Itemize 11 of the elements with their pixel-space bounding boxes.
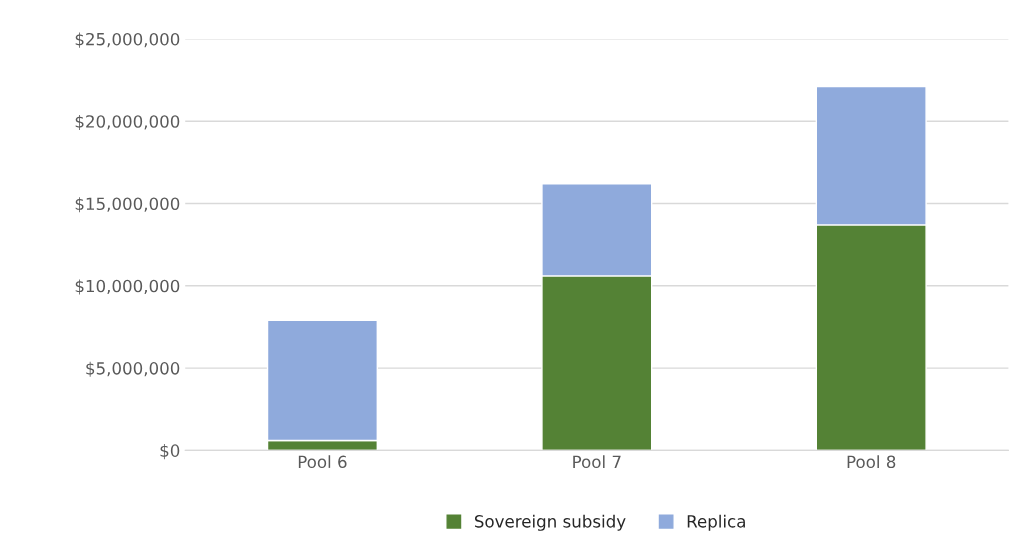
y-tick-label: $25,000,000 xyxy=(75,32,180,48)
y-tick-label: $5,000,000 xyxy=(86,361,180,377)
y-tick-label: $20,000,000 xyxy=(75,114,180,130)
x-tick-label: Pool 8 xyxy=(847,455,896,469)
legend-label: Sovereign subsidy xyxy=(474,514,626,531)
legend-label: Replica xyxy=(687,514,745,531)
x-tick-label: Pool 7 xyxy=(573,455,621,469)
y-tick-label: $15,000,000 xyxy=(75,197,180,213)
y-tick-label: $0 xyxy=(160,444,180,460)
x-tick-label: Pool 6 xyxy=(298,455,347,469)
y-tick-label: $10,000,000 xyxy=(75,279,180,295)
